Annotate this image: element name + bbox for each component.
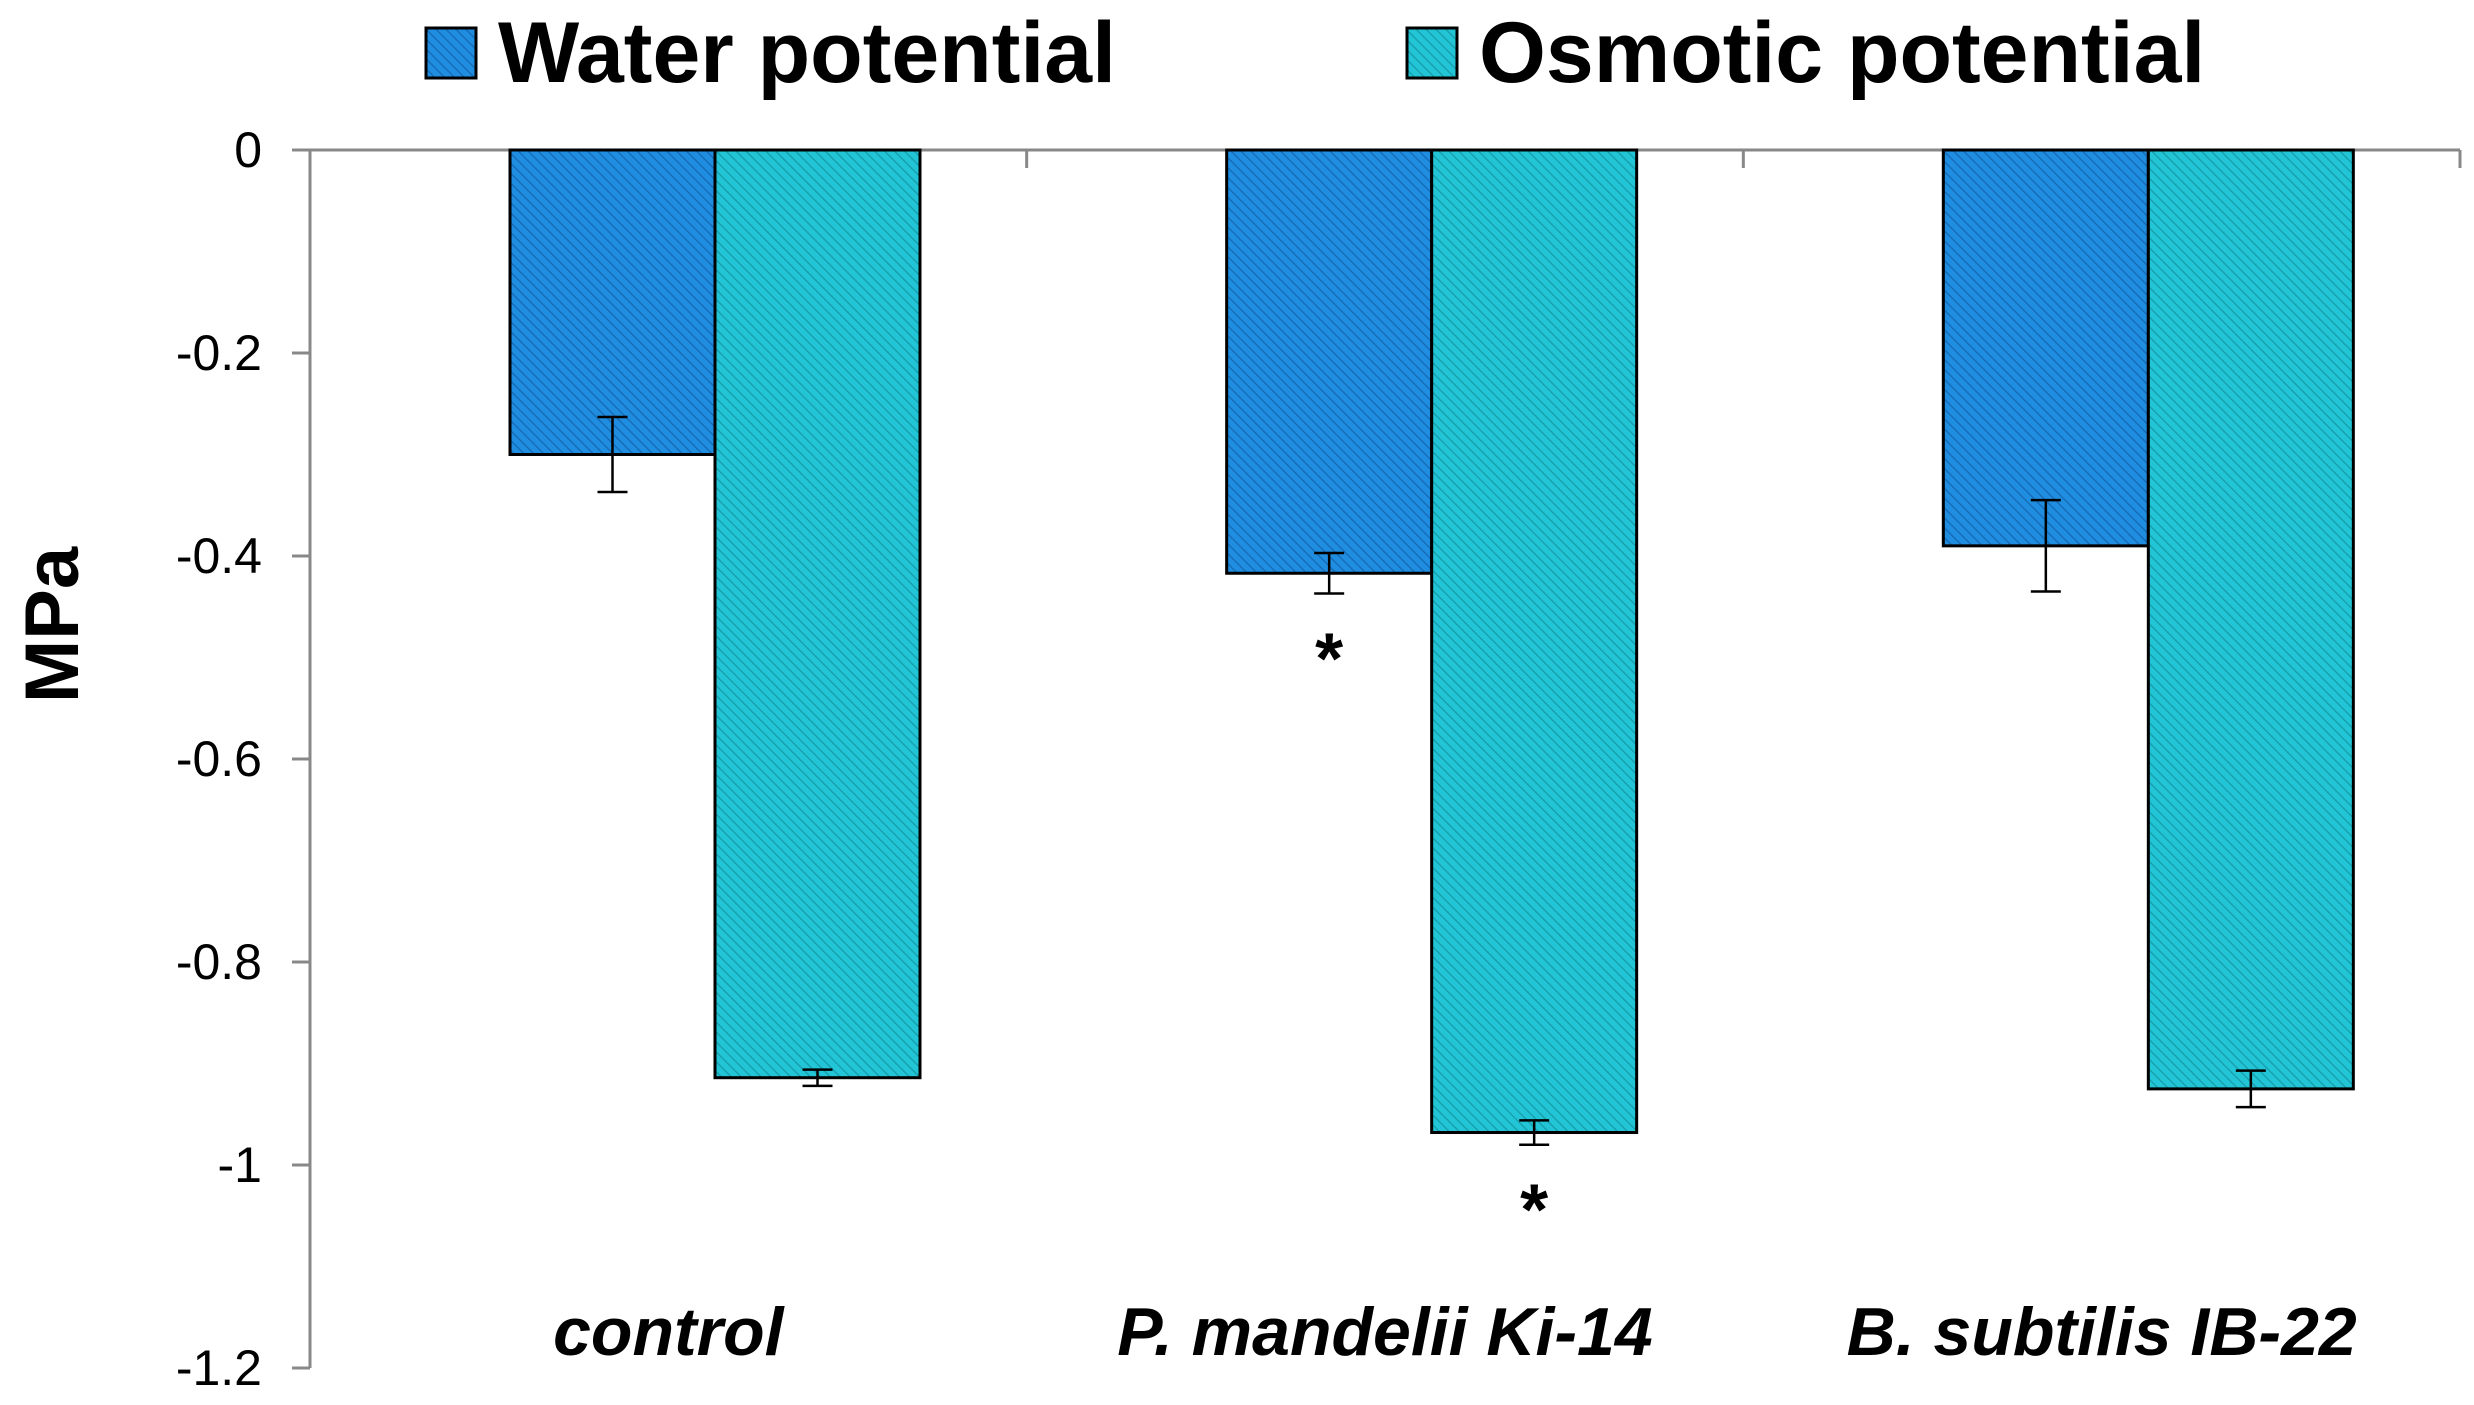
y-tick-label: -0.8 [176,934,262,990]
y-tick-label: -1 [218,1137,262,1193]
water-potential-bar [1225,148,1434,575]
y-tick-label: -0.4 [176,528,262,584]
osmotic-potential-legend-swatch [1405,26,1459,80]
y-tick-label: -1.2 [176,1340,262,1396]
osmotic-potential-bar [713,148,922,1080]
category-label: P. mandelii Ki-14 [1117,1294,1652,1370]
osmotic-potential-bar [2146,148,2355,1091]
y-tick-label: -0.6 [176,731,262,787]
osmotic-potential-legend-label: Osmotic potential [1479,5,2205,101]
significance-marker: * [1315,620,1343,700]
category-label: B. subtilis IB-22 [1847,1294,2357,1370]
category-label: control [553,1294,786,1370]
y-axis-label: MPa [10,546,95,703]
water-potential-legend-label: Water potential [498,5,1116,101]
water-potential-legend-swatch [424,26,478,80]
y-tick-label: -0.2 [176,325,262,381]
water-potential-bar [1941,148,2150,548]
y-tick-label: 0 [234,122,262,178]
water-potential-bar [508,148,717,456]
osmotic-potential-bar [1430,148,1639,1135]
significance-marker: * [1520,1171,1548,1251]
